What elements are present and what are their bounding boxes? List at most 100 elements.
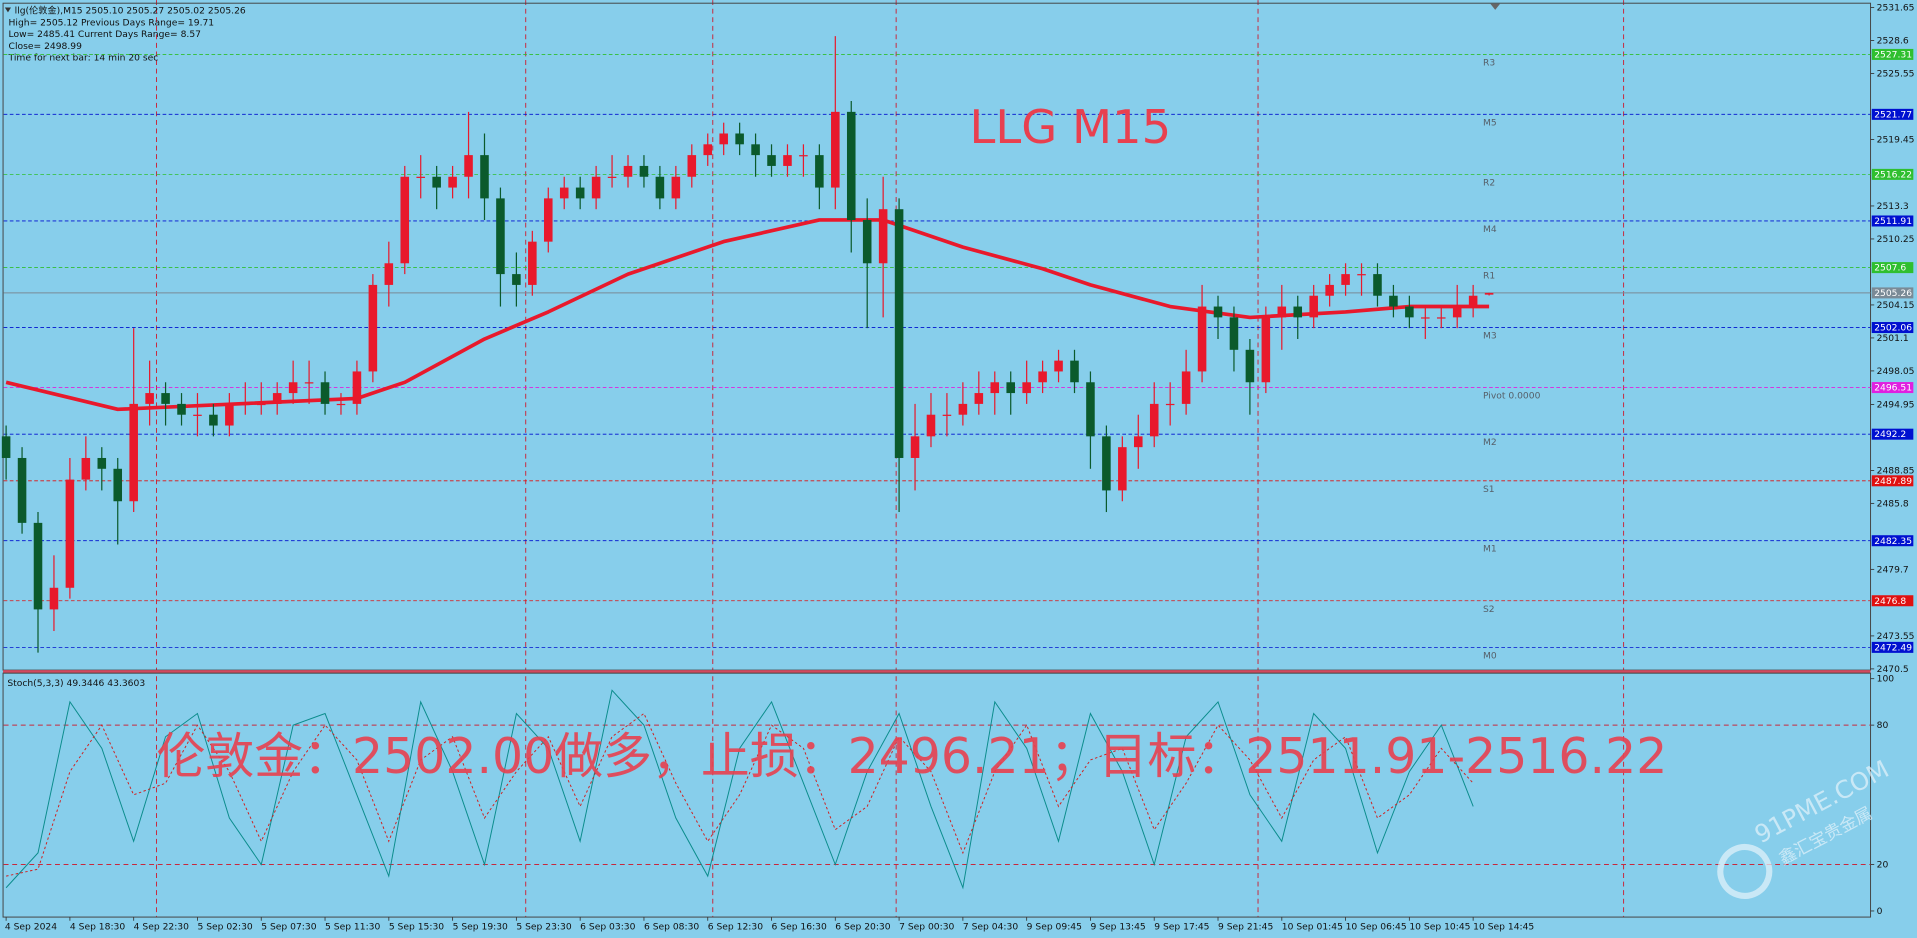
y-tick-label: 2510.25 (1877, 234, 1915, 245)
candle-body (1022, 382, 1031, 394)
candle-body (1436, 317, 1446, 319)
level-value: 2516.22 (1874, 169, 1912, 180)
level-value: 2476.8 (1874, 596, 1906, 607)
candle-body (272, 393, 282, 404)
chart-title: LLG M15 (970, 100, 1172, 154)
scroll-marker (1490, 3, 1501, 10)
candle-body (1389, 295, 1398, 307)
level-name: M4 (1483, 224, 1497, 235)
y-tick-label: 2528.6 (1877, 36, 1909, 47)
candle-body (320, 382, 330, 404)
candle-body (926, 414, 936, 437)
candle-body (288, 382, 298, 394)
candle-body (623, 165, 633, 177)
candle-body (480, 155, 489, 199)
candle-body (1484, 292, 1494, 295)
y2-tick-label: 20 (1877, 860, 1889, 871)
candle-body (225, 403, 234, 426)
candle-body (65, 479, 75, 588)
level-box (1871, 215, 1914, 227)
candle-body (1054, 360, 1063, 372)
candle-body (113, 468, 123, 502)
candle-body (1181, 371, 1191, 404)
x-tick-label: 6 Sep 08:30 (644, 921, 699, 932)
y-tick-label: 2525.55 (1877, 69, 1915, 80)
level-box (1871, 108, 1914, 120)
x-tick-label: 4 Sep 2024 (5, 921, 57, 932)
candle-body (496, 198, 505, 275)
candle-body (336, 403, 346, 406)
level-box (1871, 595, 1914, 607)
level-value: 2472.49 (1874, 642, 1912, 653)
candle-body (193, 414, 202, 416)
candle-body (815, 155, 824, 188)
info-line: Time for next bar: 14 min 20 sec (8, 53, 159, 64)
candle-body (1357, 274, 1366, 276)
level-value: 2527.31 (1874, 49, 1912, 60)
level-name: M3 (1483, 331, 1497, 342)
candle-body (559, 187, 569, 199)
candle-body (1277, 306, 1287, 318)
candle-body (1006, 382, 1015, 394)
x-tick-label: 5 Sep 19:30 (453, 921, 508, 932)
level-value: 2482.35 (1874, 536, 1912, 547)
candle-body (161, 393, 170, 404)
x-tick-label: 6 Sep 12:30 (708, 921, 763, 932)
candle-body (1149, 403, 1159, 437)
level-value: 2492.2 (1874, 429, 1906, 440)
candle-body (767, 155, 776, 166)
level-name: M0 (1483, 650, 1497, 661)
x-tick-label: 5 Sep 07:30 (261, 921, 316, 932)
candle-body (990, 382, 1000, 394)
candle-body (1134, 436, 1143, 448)
indicator-frame (2, 672, 1872, 918)
candle-body (1229, 317, 1239, 350)
y-tick-label: 2494.95 (1877, 399, 1915, 410)
y2-tick-label: 100 (1877, 674, 1895, 685)
y-tick-label: 2485.8 (1877, 498, 1909, 509)
candle-body (416, 176, 425, 178)
last-price-label: 2505.26 (1874, 288, 1912, 299)
candle-body (384, 263, 394, 285)
candle-body (1102, 436, 1111, 491)
x-tick-label: 4 Sep 18:30 (70, 921, 125, 932)
level-name: S2 (1483, 604, 1495, 615)
candle-body (352, 371, 362, 404)
vertical-grid (156, 0, 1625, 918)
candle-body (751, 144, 760, 156)
candle-body (145, 393, 154, 404)
level-value: 2487.89 (1874, 476, 1912, 487)
candle-body (304, 382, 314, 384)
level-value: 2511.91 (1874, 216, 1912, 227)
x-tick-label: 9 Sep 13:45 (1090, 921, 1145, 932)
stoch-main (5, 689, 1474, 890)
candle-body (97, 457, 107, 469)
level-name: M1 (1483, 544, 1497, 555)
candle-body (974, 393, 984, 404)
level-name: Pivot 0.0000 (1483, 391, 1541, 402)
level-name: S1 (1483, 484, 1495, 495)
level-box (1871, 262, 1914, 274)
x-tick-label: 10 Sep 14:45 (1473, 921, 1534, 932)
y-tick-label: 2531.65 (1877, 3, 1915, 14)
y-tick-label: 2498.05 (1877, 366, 1915, 377)
indicator-label: Stoch(5,3,3) 49.3446 43.3603 (7, 678, 145, 689)
candle-body (862, 220, 872, 264)
candle-body (1118, 447, 1127, 491)
candle-body (432, 176, 441, 188)
candle-body (400, 176, 410, 264)
candle-body (639, 165, 649, 177)
candle-body (81, 457, 91, 480)
candle-body (655, 176, 665, 199)
info-line: Low= 2485.41 Current Days Range= 8.57 (9, 29, 202, 40)
candle-body (464, 155, 473, 177)
candle-body (1309, 295, 1318, 318)
candle-body (687, 155, 697, 177)
candle-body (703, 144, 713, 156)
candle-body (846, 111, 856, 221)
candle-body (894, 209, 904, 458)
candle-body (512, 274, 521, 285)
candle-body (1468, 295, 1478, 307)
candle-body (177, 403, 186, 415)
